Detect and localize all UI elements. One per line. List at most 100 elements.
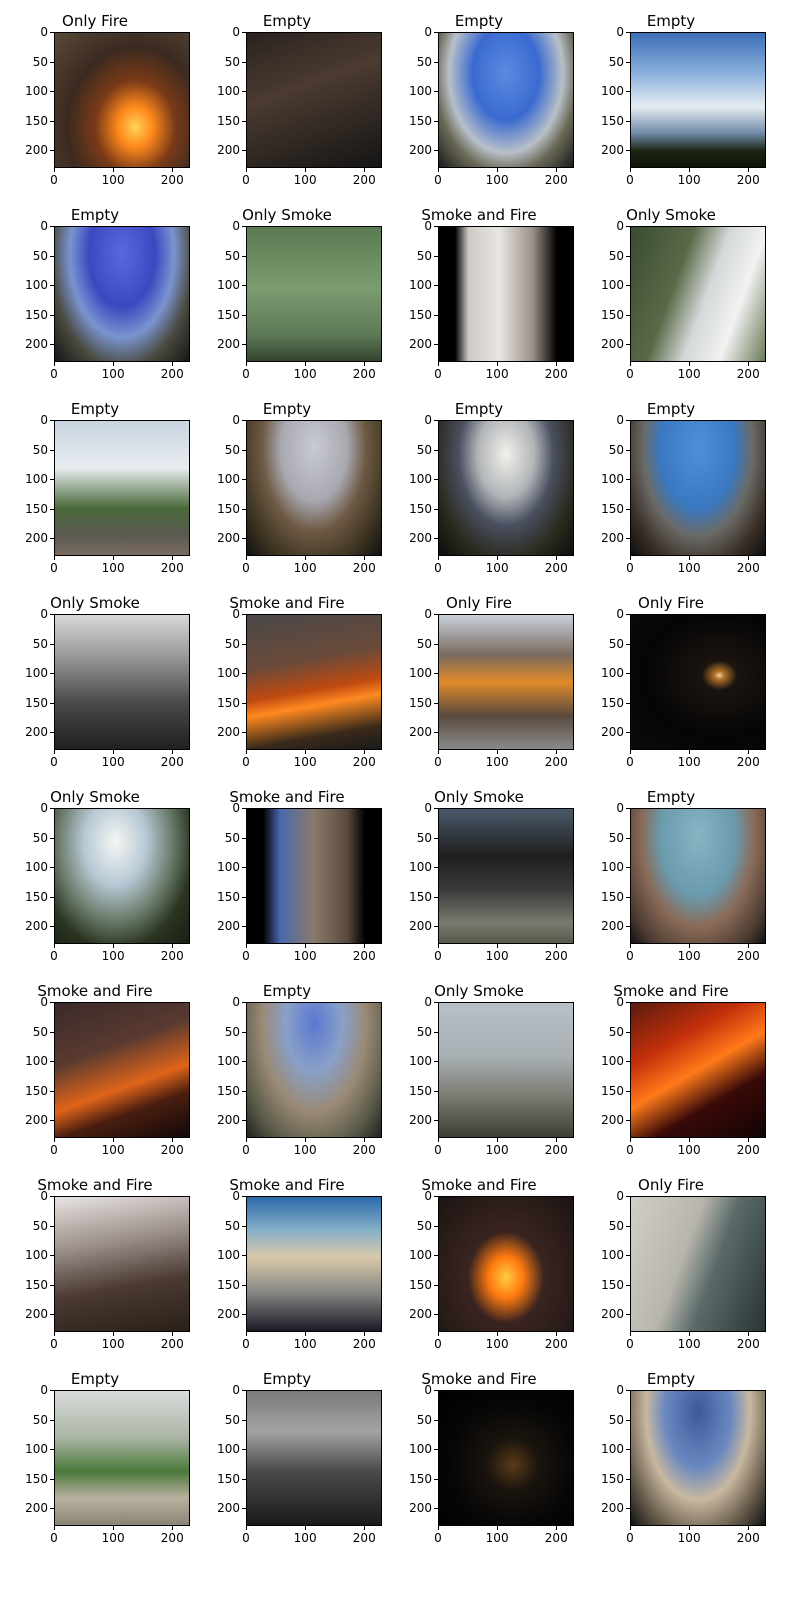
y-tick-mark (626, 226, 630, 227)
y-tick-label: 150 (601, 113, 624, 128)
y-tick-mark (434, 1255, 438, 1257)
panel-title: Empty (646, 12, 696, 30)
x-tick-label: 100 (101, 1531, 125, 1545)
y-tick-label: 200 (601, 337, 624, 352)
scene-image (631, 227, 765, 361)
y-tick-label: 100 (25, 666, 48, 681)
y-tick-mark (50, 479, 54, 481)
y-tick-mark (50, 32, 54, 33)
panel-title: Only Smoke (50, 788, 140, 806)
y-tick-label: 200 (601, 143, 624, 158)
y-tick-mark (434, 702, 438, 704)
y-tick-mark (626, 1061, 630, 1063)
x-tick-label: 0 (242, 1337, 250, 1351)
y-tick-label: 200 (409, 1501, 432, 1516)
y-tick-mark (434, 1196, 438, 1197)
y-tick-mark (50, 150, 54, 152)
x-tick-label: 100 (485, 949, 509, 963)
y-tick-mark (434, 420, 438, 421)
x-tick-label: 200 (736, 561, 760, 575)
x-tick-label: 0 (434, 367, 442, 381)
y-tick-mark (242, 1478, 246, 1480)
x-tick-mark (364, 1138, 366, 1142)
x-tick-mark (246, 750, 247, 754)
y-tick-label: 0 (424, 801, 432, 815)
x-tick-label: 0 (50, 949, 58, 963)
x-tick-label: 200 (544, 173, 568, 187)
y-tick-mark (242, 255, 246, 257)
y-tick-label: 100 (25, 84, 48, 99)
x-tick-label: 200 (352, 367, 376, 381)
y-tick-mark (50, 1255, 54, 1257)
x-tick-mark (556, 1332, 558, 1336)
y-tick-mark (50, 1002, 54, 1003)
y-tick-label: 150 (217, 695, 240, 710)
y-tick-label: 200 (25, 1113, 48, 1128)
y-tick-label: 0 (232, 607, 240, 621)
y-tick-mark (626, 1390, 630, 1391)
image-panel: Empty 0 50 100 150 200 0 100 200 (0, 398, 190, 592)
x-tick-mark (748, 556, 750, 560)
y-tick-mark (434, 285, 438, 287)
x-tick-mark (364, 168, 366, 172)
x-tick-mark (246, 168, 247, 172)
y-tick-mark (434, 538, 438, 540)
y-tick-mark (50, 1196, 54, 1197)
y-tick-mark (626, 837, 630, 839)
image-axes (438, 1196, 574, 1332)
y-tick-mark (434, 1508, 438, 1510)
y-tick-label: 150 (409, 1083, 432, 1098)
image-panel: Smoke and Fire 0 50 100 150 200 0 100 200 (0, 980, 190, 1174)
y-tick-mark (434, 1090, 438, 1092)
y-tick-label: 50 (32, 1024, 48, 1039)
y-tick-mark (50, 896, 54, 898)
y-tick-label: 150 (217, 501, 240, 516)
y-tick-label: 50 (416, 54, 432, 69)
panel-title: Only Fire (638, 594, 704, 612)
x-tick-label: 0 (626, 367, 634, 381)
scene-image (247, 1391, 381, 1525)
y-tick-mark (626, 808, 630, 809)
image-panel: Empty 0 50 100 150 200 0 100 200 (192, 1368, 382, 1562)
x-tick-label: 200 (160, 1143, 184, 1157)
x-tick-mark (556, 1526, 558, 1530)
y-tick-mark (434, 1225, 438, 1227)
y-tick-mark (242, 1508, 246, 1510)
x-tick-mark (497, 1138, 499, 1142)
scene-image (439, 1391, 573, 1525)
y-tick-mark (434, 226, 438, 227)
panel-title: Empty (646, 400, 696, 418)
scene-image (247, 809, 381, 943)
y-tick-label: 100 (409, 1248, 432, 1263)
y-tick-label: 0 (40, 219, 48, 233)
y-tick-label: 200 (409, 143, 432, 158)
y-tick-mark (434, 1449, 438, 1451)
x-tick-mark (630, 1526, 631, 1530)
y-tick-mark (50, 1419, 54, 1421)
y-tick-mark (242, 896, 246, 898)
y-tick-label: 100 (25, 1248, 48, 1263)
y-tick-mark (50, 643, 54, 645)
y-tick-label: 200 (601, 1307, 624, 1322)
y-tick-label: 0 (232, 1383, 240, 1397)
x-tick-label: 100 (485, 173, 509, 187)
y-tick-mark (242, 449, 246, 451)
x-tick-label: 100 (677, 1337, 701, 1351)
x-tick-label: 0 (50, 561, 58, 575)
scene-image (631, 421, 765, 555)
scene-image (55, 1197, 189, 1331)
x-tick-label: 0 (50, 1143, 58, 1157)
image-axes (246, 1390, 382, 1526)
x-tick-mark (630, 362, 631, 366)
x-tick-label: 100 (485, 755, 509, 769)
x-tick-label: 0 (242, 1143, 250, 1157)
x-tick-mark (497, 168, 499, 172)
y-tick-mark (626, 1255, 630, 1257)
y-tick-mark (434, 643, 438, 645)
y-tick-mark (626, 732, 630, 734)
y-tick-label: 200 (25, 1501, 48, 1516)
y-tick-label: 150 (25, 1083, 48, 1098)
image-panel: Smoke and Fire 0 50 100 150 200 0 100 200 (576, 980, 766, 1174)
scene-image (439, 1197, 573, 1331)
